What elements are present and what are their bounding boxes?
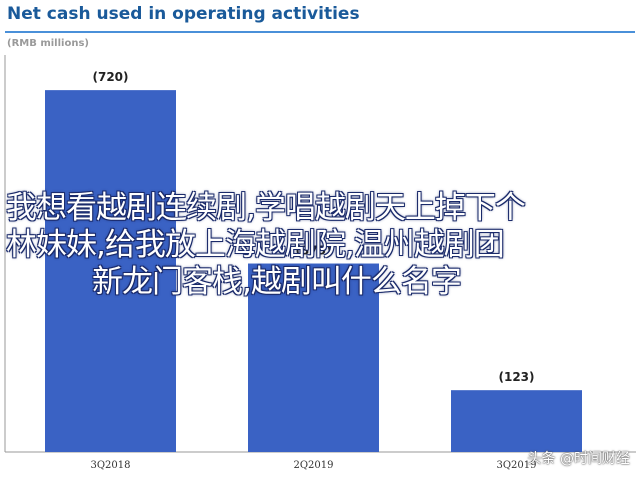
chart-subtitle: (RMB millions) [7, 38, 89, 49]
bar-3Q2019 [451, 390, 582, 452]
x-tick-2Q2019: 2Q2019 [293, 460, 333, 471]
bar-3Q2018 [45, 90, 176, 452]
caption-overlay: 我想看越剧连续剧,学唱越剧天上掉下个 林妹妹,给我放上海越剧院,温州越剧团 新龙… [6, 190, 636, 301]
watermark: 头条 @时间财经 [527, 451, 630, 467]
caption-line-2: 林妹妹,给我放上海越剧院,温州越剧团 [6, 227, 505, 263]
value-label-3Q2018: (720) [92, 70, 128, 84]
chart-title: Net cash used in operating activities [7, 4, 360, 24]
title-rule [5, 31, 635, 33]
x-tick-3Q2018: 3Q2018 [90, 460, 130, 471]
x-tick-3Q2019: 3Q2019 [496, 460, 536, 471]
bar-2Q2019 [248, 263, 379, 452]
caption-line-1: 我想看越剧连续剧,学唱越剧天上掉下个 [6, 190, 526, 226]
value-label-3Q2019: (123) [498, 370, 534, 384]
value-label-2Q2019: (375) [295, 244, 331, 258]
caption-line-3: 新龙门客栈,越剧叫什么名字 [92, 264, 462, 300]
